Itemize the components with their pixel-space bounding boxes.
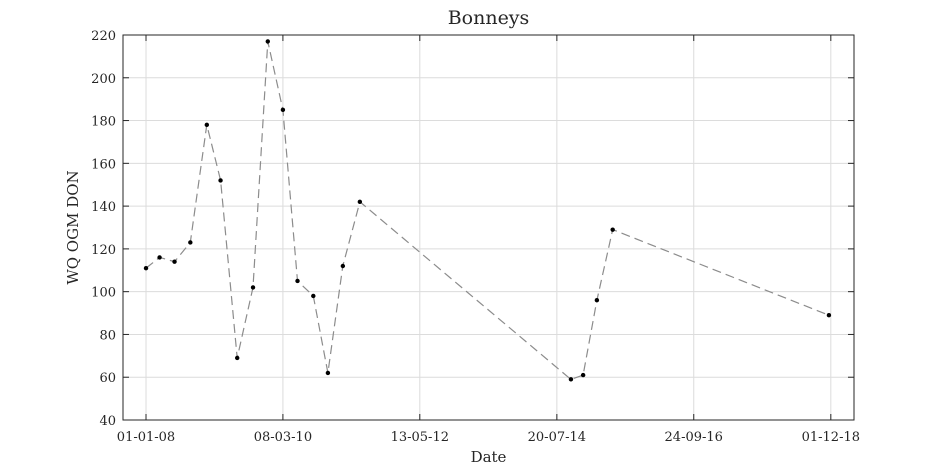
data-point (568, 377, 574, 382)
x-tick-label: 08-03-10 (254, 430, 312, 445)
y-tick-label: 120 (91, 243, 116, 258)
data-point (143, 265, 149, 271)
y-tick-label: 60 (99, 371, 116, 386)
chart-title: Bonneys (448, 7, 530, 29)
series-layer (143, 39, 832, 382)
data-point (610, 227, 615, 232)
x-tick-label: 01-01-08 (117, 430, 175, 445)
x-tick-label: 01-12-18 (802, 430, 860, 445)
data-point (204, 122, 210, 128)
data-point (235, 355, 240, 361)
y-tick-label: 100 (91, 286, 116, 301)
data-point (188, 240, 193, 245)
x-axis-label: Date (471, 448, 507, 466)
data-point (311, 293, 316, 299)
x-tick-label: 13-05-12 (391, 430, 449, 445)
y-axis-tick-labels: 40 60 80 100 120 140 160 180 200 220 (91, 29, 116, 429)
data-point (157, 255, 162, 260)
data-point (172, 259, 177, 264)
y-tick-label: 80 (99, 328, 116, 343)
y-tick-label: 180 (91, 115, 116, 130)
data-point (594, 298, 600, 303)
x-axis-tick-labels: 01-01-08 08-03-10 13-05-12 20-07-14 24-09-16… (117, 430, 860, 445)
data-point (357, 199, 363, 205)
y-axis-label: WQ OGM DON (64, 170, 82, 284)
data-point (580, 372, 586, 378)
grid (123, 34, 854, 421)
y-tick-label: 220 (91, 29, 116, 44)
data-point (340, 263, 346, 269)
data-point (280, 107, 286, 113)
series-line (145, 41, 830, 381)
data-point (826, 312, 832, 318)
data-point (295, 278, 300, 284)
data-point (250, 285, 256, 290)
data-point (218, 178, 223, 183)
data-point (265, 39, 270, 44)
x-tick-label: 24-09-16 (665, 430, 723, 445)
x-tick-label: 20-07-14 (528, 430, 586, 445)
axis-ticks (123, 34, 854, 421)
data-point (325, 370, 331, 376)
y-tick-label: 200 (91, 72, 116, 87)
plot-frame (122, 34, 855, 421)
y-tick-label: 160 (91, 157, 116, 172)
y-tick-label: 140 (91, 200, 116, 215)
y-tick-label: 40 (99, 414, 116, 429)
